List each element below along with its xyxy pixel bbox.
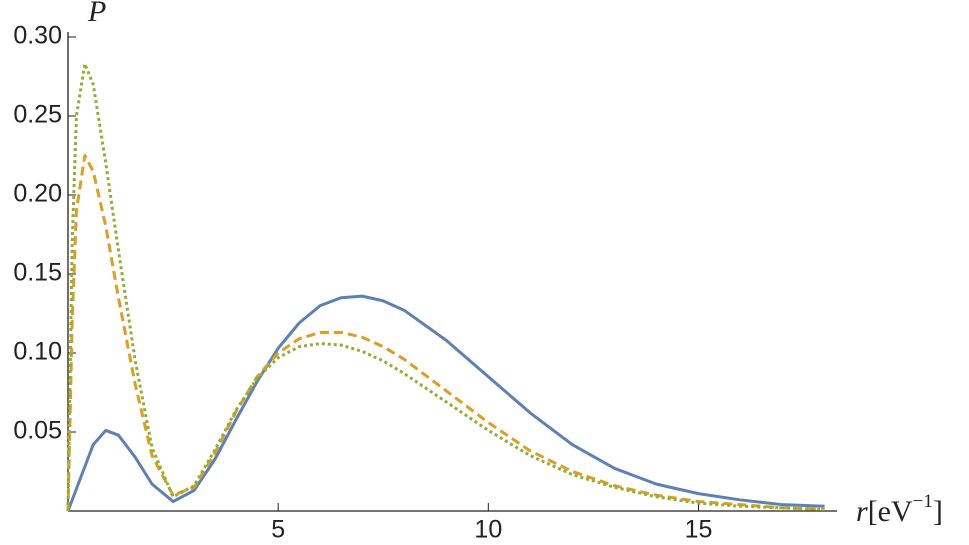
x-axis-unit: [eV: [868, 495, 913, 528]
y-tick-label: 0.10: [13, 338, 62, 366]
x-axis-exponent: −1: [913, 491, 933, 512]
x-axis-var: r: [856, 495, 868, 528]
x-tick-label: 5: [271, 516, 285, 544]
y-tick-label: 0.30: [13, 22, 62, 50]
y-tick-label: 0.25: [13, 101, 62, 129]
x-axis-close: ]: [933, 495, 943, 528]
y-axis-label: P: [87, 0, 106, 28]
x-tick-label: 10: [474, 516, 502, 544]
x-axis-label: r[eV−1]: [856, 491, 943, 528]
y-tick-label: 0.20: [13, 180, 62, 208]
data-line: [66, 154, 825, 512]
y-tick-label: 0.05: [13, 417, 62, 445]
y-tick-label: 0.15: [13, 259, 62, 287]
data-line: [66, 294, 825, 512]
x-tick-label: 15: [685, 516, 713, 544]
data-line: [66, 62, 825, 512]
